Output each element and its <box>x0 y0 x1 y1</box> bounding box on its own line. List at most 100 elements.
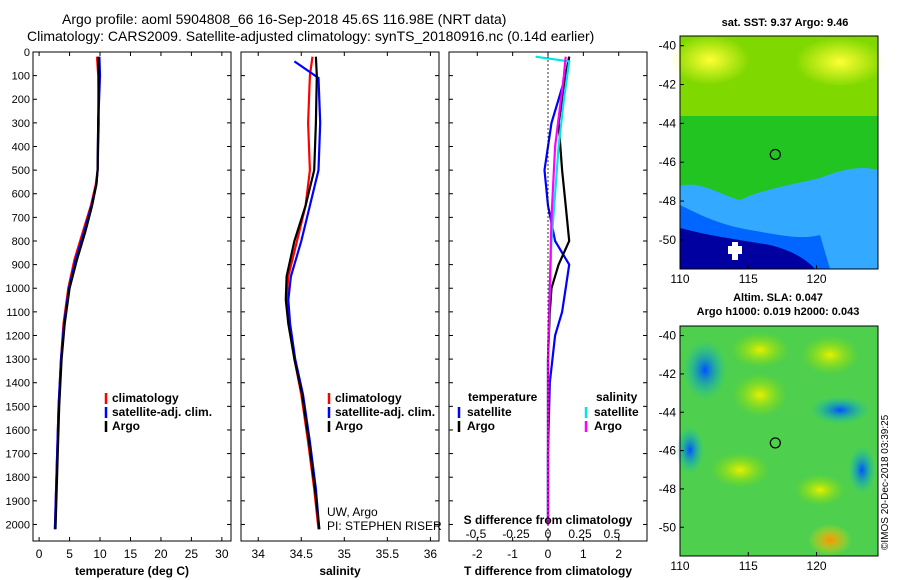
series-line-climatology <box>285 56 320 530</box>
x-tick-label: 36 <box>424 547 438 561</box>
top-tick-label: 0.5 <box>604 527 621 541</box>
chart-title: Argo profile: aoml 5904808_66 16-Sep-201… <box>62 11 507 27</box>
map-y-tick-label: -40 <box>659 39 677 53</box>
y-tick-label: 300 <box>12 118 30 130</box>
series-line-argo <box>54 56 100 530</box>
pi-annotation: UW, Argo <box>327 505 378 519</box>
x-tick-label: -2 <box>472 547 483 561</box>
y-tick-label: 500 <box>12 165 30 177</box>
y-tick-label: 1000 <box>6 283 30 295</box>
salinity-panel-frame <box>240 51 440 542</box>
series-line-argo <box>284 56 321 530</box>
map-y-tick-label: -44 <box>659 405 677 419</box>
sla-high-patch <box>710 452 770 488</box>
chart-subtitle: Climatology: CARS2009. Satellite-adjuste… <box>27 28 595 44</box>
sla-high-patch <box>800 335 860 375</box>
sla-high-patch <box>730 332 790 368</box>
x-tick-label: 5 <box>66 547 73 561</box>
series-line-satellite-adj-clim- <box>53 56 102 530</box>
y-tick-label: 1400 <box>6 378 30 390</box>
sla-low-patch <box>810 396 870 424</box>
map-x-tick-label: 120 <box>807 559 827 573</box>
sla-low-patch <box>676 426 704 474</box>
sla-map: Altim. SLA: 0.047 Argo h1000: 0.019 h200… <box>676 292 879 557</box>
y-tick-label: 1300 <box>6 354 30 366</box>
x-tick-label: 34.5 <box>290 547 314 561</box>
series-line-s-argo <box>546 56 567 525</box>
x-axis-label: temperature (deg C) <box>75 564 189 578</box>
sst-warm-patch <box>795 37 885 87</box>
x-tick-label: 34 <box>252 547 266 561</box>
legend-label: Argo <box>112 419 140 433</box>
land-mask <box>732 242 738 260</box>
sla-high-patch <box>794 474 846 506</box>
x-tick-label: -1 <box>507 547 518 561</box>
y-tick-label: 1200 <box>6 330 30 342</box>
top-tick-label: 0 <box>545 527 552 541</box>
y-tick-label: 2000 <box>6 519 30 531</box>
map-y-tick-label: -44 <box>659 116 677 130</box>
x-axis-label: salinity <box>319 564 361 578</box>
x-tick-label: 35.5 <box>376 547 400 561</box>
x-tick-label: 2 <box>615 547 622 561</box>
difference-plot: -2 -1 0 1 2 T difference from climatology S di… <box>449 51 647 578</box>
map-x-tick-label: 115 <box>739 559 758 573</box>
y-tick-label: 100 <box>12 71 30 83</box>
pi-annotation: PI: STEPHEN RISER <box>327 519 442 533</box>
legend-label: Argo <box>467 419 495 433</box>
map-y-tick-label: -48 <box>659 194 677 208</box>
map-y-tick-label: -50 <box>659 520 677 534</box>
map-x-tick-label: 110 <box>670 272 689 286</box>
legend-label: climatology <box>112 391 179 405</box>
x-tick-label: 25 <box>185 547 199 561</box>
series-line-climatology <box>53 56 100 530</box>
map-y-tick-label: -48 <box>659 482 677 496</box>
x-tick-label: 20 <box>154 547 168 561</box>
top-tick-label: 0.25 <box>568 527 592 541</box>
y-tick-label: 0 <box>24 47 30 59</box>
legend-label: satellite-adj. clim. <box>112 405 212 419</box>
sst-map: sat. SST: 9.37 Argo: 9.46 <box>670 17 885 270</box>
y-tick-label: 1500 <box>6 401 30 413</box>
salinity-plot: 34 34.5 35 35.5 36 salinity climatologysatelli… <box>241 51 442 578</box>
legend-title-temperature: temperature <box>468 390 538 404</box>
y-tick-label: 1600 <box>6 425 30 437</box>
legend-label: Argo <box>335 419 363 433</box>
map-y-tick-label: -46 <box>659 155 677 169</box>
map-axes: 110 115 120 -40 -42 -44 -46 -48 -50 110 115 120 -40 -… <box>659 39 827 573</box>
sla-map-frame <box>679 325 879 557</box>
x-tick-label: 1 <box>580 547 587 561</box>
sst-map-frame <box>679 35 879 270</box>
map-y-tick-label: -46 <box>659 444 677 458</box>
legend-label: satellite <box>594 405 639 419</box>
map-y-tick-label: -42 <box>659 78 677 92</box>
copyright-stamp: ©IMOS 20-Dec-2018 03:39:25 <box>880 414 891 550</box>
sla-map-subtitle: Argo h1000: 0.019 h2000: 0.043 <box>697 306 860 318</box>
map-x-tick-label: 110 <box>670 559 689 573</box>
top-tick-label: -0.5 <box>466 527 487 541</box>
map-y-tick-label: -40 <box>659 329 677 343</box>
temperature-plot: 0100200300400500600700800900100011001200… <box>6 47 231 578</box>
y-tick-label: 1900 <box>6 496 30 508</box>
y-tick-label: 200 <box>12 94 30 106</box>
legend-title-salinity: salinity <box>596 390 638 404</box>
y-tick-label: 800 <box>12 236 30 248</box>
x-axis-label: T difference from climatology <box>464 564 632 578</box>
y-tick-label: 700 <box>12 212 30 224</box>
sla-low-patch <box>848 446 876 494</box>
y-tick-label: 600 <box>12 189 30 201</box>
legend-label: satellite-adj. clim. <box>335 405 435 419</box>
argo-location-marker <box>769 148 781 161</box>
y-tick-label: 1800 <box>6 472 30 484</box>
sla-map-title: Altim. SLA: 0.047 <box>733 292 823 304</box>
series-line-t-satellite <box>543 56 571 525</box>
map-x-tick-label: 120 <box>807 272 827 286</box>
x-tick-label: 0 <box>545 547 552 561</box>
legend-label: satellite <box>467 405 512 419</box>
sst-coldest-region <box>680 228 815 269</box>
x-tick-label: 30 <box>215 547 229 561</box>
x-tick-label: 35 <box>338 547 352 561</box>
y-tick-label: 400 <box>12 141 30 153</box>
top-tick-label: -0.25 <box>502 527 530 541</box>
